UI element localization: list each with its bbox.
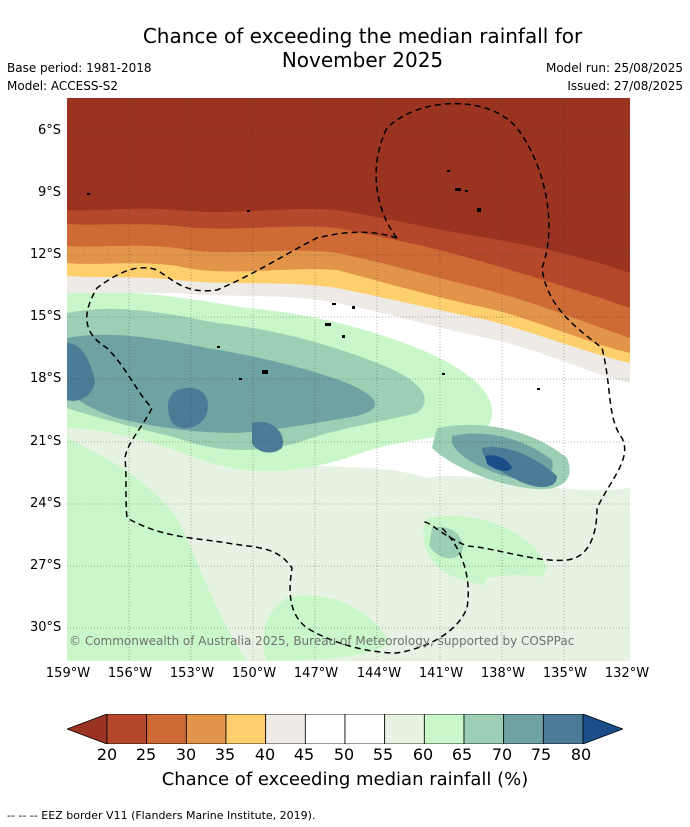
colorbar-high-arrow (582, 714, 623, 744)
colorbar-cell (423, 714, 465, 744)
lat-label-27s: 27°S (30, 558, 62, 573)
colorbar-cells (106, 714, 584, 744)
title-line-1: Chance of exceeding the median rainfall … (142, 24, 583, 48)
cb-tick-80: 80 (570, 745, 592, 764)
colorbar-cell (344, 714, 386, 744)
rainfall-map (67, 98, 630, 661)
colorbar-cell (225, 714, 267, 744)
lon-label-132w: 132°W (604, 666, 650, 681)
colorbar-cell (146, 714, 187, 744)
region-blue-southeast (482, 447, 557, 488)
colorbar-cell (503, 714, 544, 744)
issued-date: Issued: 27/08/2025 (567, 79, 683, 93)
colorbar-title: Chance of exceeding median rainfall (%) (161, 769, 529, 790)
cb-tick-40: 40 (254, 745, 276, 764)
lon-label-153w: 153°W (169, 666, 215, 681)
base-period: Base period: 1981-2018 (7, 61, 152, 75)
cb-tick-30: 30 (175, 745, 197, 764)
region-teal-south-small (429, 527, 463, 559)
eez-footnote: -- -- -- EEZ border V11 (Flanders Marine… (7, 809, 316, 822)
colorbar-cell (304, 714, 346, 744)
cb-tick-60: 60 (412, 745, 434, 764)
lat-label-30s: 30°S (30, 620, 62, 635)
lon-label-141w: 141°W (418, 666, 464, 681)
copyright-notice: © Commonwealth of Australia 2025, Bureau… (69, 634, 575, 648)
model-name: Model: ACCESS-S2 (7, 79, 119, 93)
lon-label-150w: 150°W (231, 666, 277, 681)
lat-label-12s: 12°S (30, 247, 62, 262)
model-run: Model run: 25/08/2025 (545, 61, 683, 75)
lon-label-135w: 135°W (542, 666, 588, 681)
cb-tick-50: 50 (333, 745, 355, 764)
colorbar-cell (542, 714, 584, 744)
cb-tick-55: 55 (372, 745, 394, 764)
lon-label-138w: 138°W (480, 666, 526, 681)
colorbar-cell (384, 714, 425, 744)
region-teal-dark-blob (252, 422, 283, 453)
model-info-left: Base period: 1981-2018 Model: ACCESS-S2 (7, 59, 152, 95)
colorbar (67, 714, 623, 744)
region-teal-mid (67, 334, 376, 433)
lat-label-9s: 9°S (38, 185, 62, 200)
region-teal-dark-central (167, 387, 208, 429)
cb-tick-35: 35 (214, 745, 236, 764)
cb-tick-45: 45 (293, 745, 315, 764)
colorbar-cell (463, 714, 505, 744)
region-teal-dark-west (67, 343, 95, 401)
islands (87, 170, 540, 390)
region-green-south-west (67, 438, 247, 661)
lon-label-159w: 159°W (45, 666, 91, 681)
model-info-right: Model run: 25/08/2025 Issued: 27/08/2025 (546, 59, 683, 95)
cb-tick-25: 25 (135, 745, 157, 764)
map-title: Chance of exceeding the median rainfall … (0, 24, 690, 72)
lon-label-147w: 147°W (293, 666, 339, 681)
colorbar-cell (185, 714, 227, 744)
cb-tick-75: 75 (530, 745, 552, 764)
lon-label-144w: 144°W (356, 666, 402, 681)
lat-label-21s: 21°S (30, 434, 62, 449)
lat-label-24s: 24°S (30, 496, 62, 511)
cb-tick-65: 65 (451, 745, 473, 764)
lat-label-18s: 18°S (30, 371, 62, 386)
colorbar-cell (106, 714, 148, 744)
cb-tick-20: 20 (96, 745, 118, 764)
region-green-bottom-right (482, 575, 630, 661)
colorbar-cell (265, 714, 306, 744)
lon-label-156w: 156°W (107, 666, 153, 681)
cb-tick-70: 70 (491, 745, 513, 764)
lat-label-6s: 6°S (38, 123, 62, 138)
region-blue-darkest (485, 455, 512, 471)
eez-border (86, 102, 626, 654)
title-line-2: November 2025 (281, 48, 444, 72)
colorbar-low-arrow (67, 714, 108, 744)
region-dry-20 (67, 98, 630, 273)
lat-label-15s: 15°S (30, 309, 62, 324)
